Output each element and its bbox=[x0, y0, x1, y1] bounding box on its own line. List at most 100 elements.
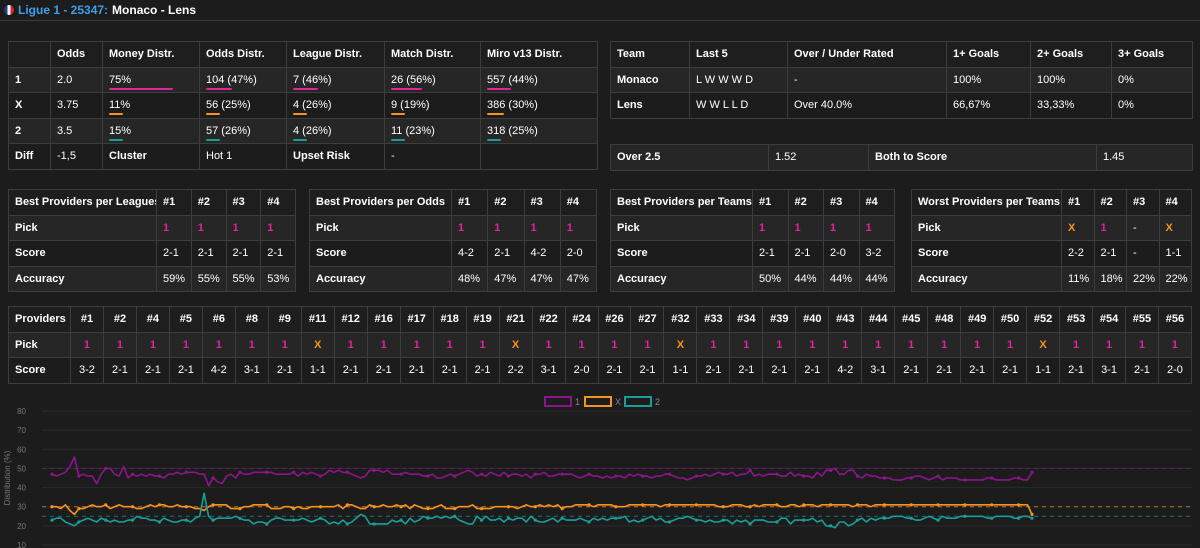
league-value: 4 (26%) bbox=[293, 125, 332, 141]
best-providers-odds-table: Best Providers per Odds #1 #2 #3 #4 Pick 1 1 1 1 S… bbox=[309, 189, 598, 292]
provider-id: #48 bbox=[927, 306, 962, 333]
score-value: 4-2 bbox=[450, 240, 489, 267]
legend-swatch bbox=[544, 396, 572, 407]
odds_d-cell: 57 (26%) bbox=[199, 117, 287, 144]
provider-pick: 1 bbox=[927, 331, 962, 358]
series-line-2 bbox=[51, 492, 1033, 529]
provider-rank-header: #2 bbox=[1093, 189, 1127, 216]
money-cell: 15% bbox=[102, 117, 200, 144]
data-point bbox=[587, 472, 591, 476]
accuracy-value: 47% bbox=[487, 265, 525, 292]
distribution-bar bbox=[206, 138, 221, 141]
provider-id: #8 bbox=[234, 306, 269, 333]
data-point bbox=[667, 503, 672, 507]
provider-score: 3-1 bbox=[531, 357, 566, 384]
score-label: Score bbox=[8, 240, 157, 267]
odds_d-value: 57 (26%) bbox=[206, 125, 251, 141]
distribution-chart: 10 20 30 40 50 60 70 80 Distribution (%) 1 X 2 bbox=[3, 396, 1192, 548]
score-value: 2-1 bbox=[487, 240, 525, 267]
accuracy-value: 48% bbox=[450, 265, 489, 292]
provider-pick: 1 bbox=[828, 331, 863, 358]
pick-row: Pick 1 1 1 1 bbox=[610, 214, 895, 241]
diff-value: -1,5 bbox=[50, 143, 103, 170]
match-title: Ligue 1 - 25347: Monaco - Lens bbox=[4, 2, 196, 18]
provider-id: #56 bbox=[1157, 306, 1193, 333]
data-point bbox=[506, 474, 511, 478]
accuracy-value: 11% bbox=[1061, 265, 1095, 292]
match-cell: 9 (19%) bbox=[384, 92, 481, 119]
y-tick-label: 10 bbox=[17, 541, 26, 548]
distribution-bar bbox=[487, 138, 501, 141]
provider-id: #1 bbox=[70, 306, 104, 333]
data-point bbox=[1030, 470, 1034, 474]
data-point bbox=[909, 516, 913, 520]
provider-rank-header: #3 bbox=[823, 189, 860, 216]
pick-value: 1 bbox=[190, 214, 227, 241]
data-point bbox=[345, 503, 349, 507]
data-point bbox=[479, 472, 484, 476]
team-header: Team bbox=[610, 41, 690, 68]
provider-pick: 1 bbox=[1157, 331, 1193, 358]
pick-value: 1 bbox=[858, 214, 895, 241]
provider-pick: 1 bbox=[696, 331, 731, 358]
data-point bbox=[211, 476, 215, 480]
data-point bbox=[990, 503, 994, 507]
provider-pick: 1 bbox=[70, 331, 104, 358]
data-point bbox=[157, 503, 161, 507]
provider-pick: 1 bbox=[729, 331, 764, 358]
team-row: Lens W W L L D Over 40.0% 66,67% 33,33% 0% bbox=[610, 92, 1193, 119]
data-point bbox=[399, 472, 403, 476]
provider-pick: 1 bbox=[465, 331, 500, 358]
data-point bbox=[963, 514, 967, 518]
team-rated: Over 40.0% bbox=[787, 92, 947, 119]
data-point bbox=[855, 518, 860, 522]
provider-rank-header: #4 bbox=[1158, 189, 1192, 216]
data-point bbox=[265, 470, 269, 474]
data-point bbox=[775, 520, 779, 524]
provider-id: #9 bbox=[267, 306, 302, 333]
rated-header: Over / Under Rated bbox=[787, 41, 947, 68]
provider-id: #19 bbox=[465, 306, 500, 333]
pick-value: 1 bbox=[225, 214, 262, 241]
accuracy-value: 59% bbox=[156, 265, 192, 292]
data-point bbox=[855, 474, 860, 478]
provider-score: 2-1 bbox=[762, 357, 797, 384]
data-point bbox=[104, 466, 108, 471]
provider-id: #53 bbox=[1059, 306, 1094, 333]
data-point bbox=[775, 472, 779, 476]
data-point bbox=[184, 518, 188, 522]
divider bbox=[0, 20, 1200, 21]
provider-id: #50 bbox=[993, 306, 1028, 333]
y-tick-label: 80 bbox=[17, 407, 26, 416]
data-point bbox=[184, 470, 188, 474]
data-point bbox=[614, 505, 618, 509]
team-g3: 0% bbox=[1111, 66, 1193, 93]
provider-id: #18 bbox=[432, 306, 467, 333]
data-point bbox=[533, 472, 537, 476]
pick-value: 1 bbox=[752, 214, 789, 241]
accuracy-row: Accuracy 11% 18% 22% 22% bbox=[911, 265, 1192, 292]
pick-label: Pick bbox=[911, 214, 1062, 241]
miro-value: 557 (44%) bbox=[487, 74, 538, 90]
data-point bbox=[157, 474, 161, 478]
data-point bbox=[721, 472, 725, 476]
provider-score: 2-1 bbox=[1059, 357, 1094, 384]
france-flag-icon bbox=[4, 5, 14, 15]
data-point bbox=[936, 518, 940, 522]
league-label[interactable]: Ligue 1 - 25347: bbox=[18, 3, 109, 17]
team-g2: 33,33% bbox=[1030, 92, 1112, 119]
pick-row: Pick X 1- X bbox=[911, 214, 1192, 241]
score-value: 2-1 bbox=[260, 240, 296, 267]
accuracy-value: 22% bbox=[1126, 265, 1160, 292]
provider-id: #45 bbox=[894, 306, 929, 333]
score-value: - bbox=[1126, 240, 1160, 267]
providers-table: Providers #1 #2 #4 #5 #6 #8 #9 #11 #12 #16 #17 #18 #1… bbox=[8, 306, 1193, 384]
provider-pick: X bbox=[498, 331, 533, 358]
provider-id: #40 bbox=[795, 306, 830, 333]
score-value: 2-1 bbox=[752, 240, 789, 267]
legend-label: 1 bbox=[575, 397, 580, 407]
outcome-label: 1 bbox=[8, 66, 51, 93]
data-point bbox=[104, 518, 108, 522]
pick-value: - bbox=[1126, 214, 1160, 241]
provider-pick: X bbox=[1026, 331, 1061, 358]
